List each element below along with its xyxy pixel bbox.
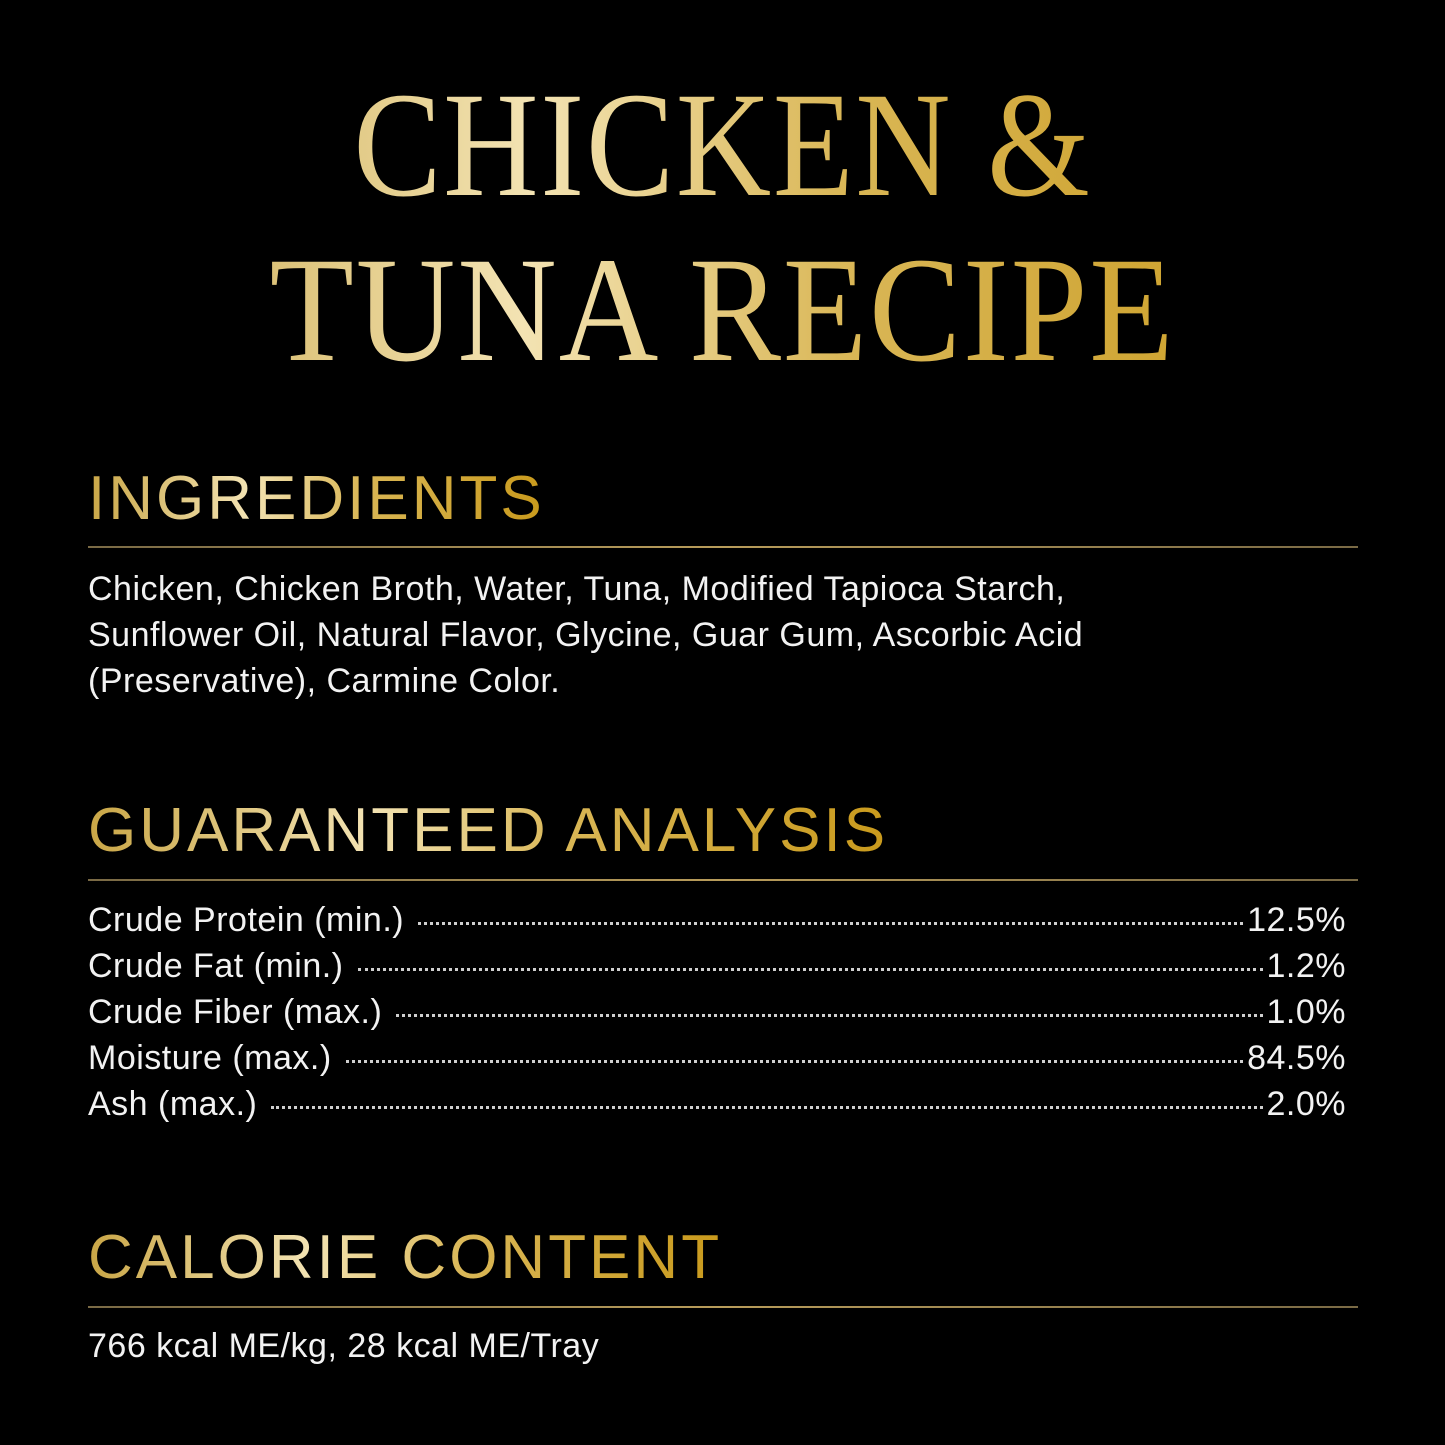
ingredients-line: (Preservative), Carmine Color. xyxy=(88,662,561,700)
analysis-label: Crude Protein (min.) xyxy=(88,901,405,939)
analysis-value: 12.5% xyxy=(1247,901,1346,939)
analysis-row: Crude Fiber (max.) 1.0% xyxy=(88,989,1346,1035)
analysis-table: Crude Protein (min.) 12.5% Crude Fat (min… xyxy=(88,897,1358,1127)
analysis-value: 84.5% xyxy=(1247,1039,1346,1077)
calorie-heading: CALORIE CONTENT xyxy=(88,1223,723,1292)
dot-leader xyxy=(271,1106,1263,1109)
divider xyxy=(88,1306,1358,1308)
ingredients-heading: INGREDIENTS xyxy=(88,464,545,533)
divider xyxy=(88,879,1358,881)
analysis-label: Crude Fiber (max.) xyxy=(88,993,383,1031)
calorie-text: 766 kcal ME/kg, 28 kcal ME/Tray xyxy=(88,1327,600,1365)
title-line-2: TUNA RECIPE xyxy=(58,235,1387,385)
analysis-label: Moisture (max.) xyxy=(88,1039,332,1077)
analysis-value: 1.2% xyxy=(1266,947,1346,985)
analysis-heading: GUARANTEED ANALYSIS xyxy=(88,796,889,865)
analysis-row: Crude Protein (min.) 12.5% xyxy=(88,897,1346,943)
dot-leader xyxy=(357,968,1263,971)
dot-leader xyxy=(345,1060,1244,1063)
divider xyxy=(88,546,1358,548)
ingredients-line: Chicken, Chicken Broth, Water, Tuna, Mod… xyxy=(88,570,1066,608)
title-line-1: CHICKEN & xyxy=(87,70,1359,220)
dot-leader xyxy=(418,922,1244,925)
analysis-label: Crude Fat (min.) xyxy=(88,947,344,985)
ingredients-text: Chicken, Chicken Broth, Water, Tuna, Mod… xyxy=(88,566,1358,704)
dot-leader xyxy=(396,1014,1263,1017)
analysis-value: 2.0% xyxy=(1266,1085,1346,1123)
analysis-value: 1.0% xyxy=(1266,993,1346,1031)
analysis-row: Crude Fat (min.) 1.2% xyxy=(88,943,1346,989)
analysis-label: Ash (max.) xyxy=(88,1085,258,1123)
analysis-row: Moisture (max.) 84.5% xyxy=(88,1035,1346,1081)
ingredients-line: Sunflower Oil, Natural Flavor, Glycine, … xyxy=(88,616,1084,654)
analysis-row: Ash (max.) 2.0% xyxy=(88,1081,1346,1127)
